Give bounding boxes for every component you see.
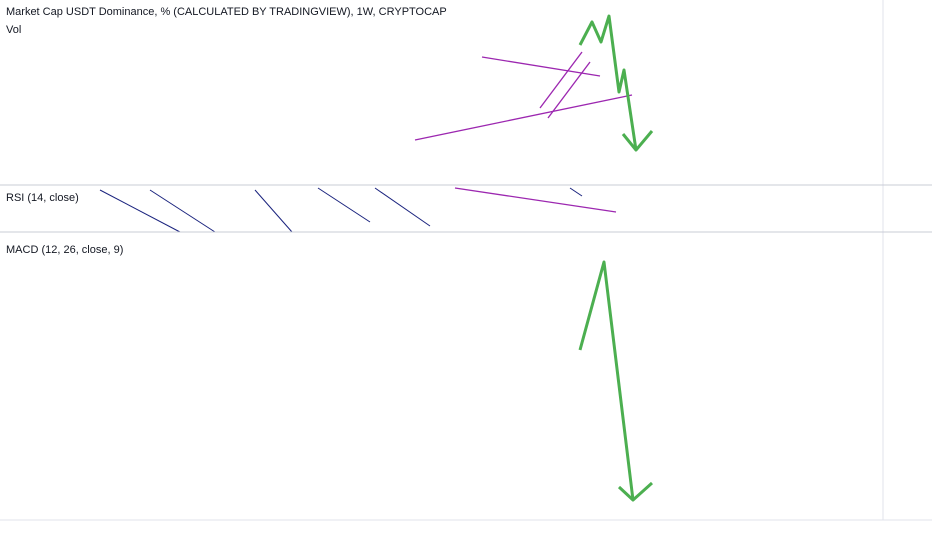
trend-line — [547, 61, 591, 119]
volume-label: Vol — [6, 24, 21, 36]
trend-line — [454, 187, 617, 213]
trend-line — [317, 187, 371, 223]
trend-line — [374, 187, 431, 227]
trend-line — [99, 189, 181, 233]
axes — [0, 0, 932, 521]
trend-line — [254, 189, 293, 233]
macd-title: MACD (12, 26, close, 9) — [6, 244, 123, 256]
trend-line — [539, 51, 583, 109]
drawings — [99, 14, 654, 502]
trend-line — [149, 189, 216, 233]
rsi-title: RSI (14, close) — [6, 192, 79, 204]
trend-line — [569, 187, 583, 197]
trend-line — [414, 94, 633, 141]
arrow-head — [621, 130, 654, 152]
arrow-head — [617, 481, 654, 502]
labels: Market Cap USDT Dominance, % (CALCULATED… — [6, 6, 447, 256]
forecast-arrow — [578, 14, 638, 151]
forecast-arrow — [578, 260, 635, 501]
trend-line — [481, 56, 601, 77]
chart-title: Market Cap USDT Dominance, % (CALCULATED… — [6, 6, 447, 18]
